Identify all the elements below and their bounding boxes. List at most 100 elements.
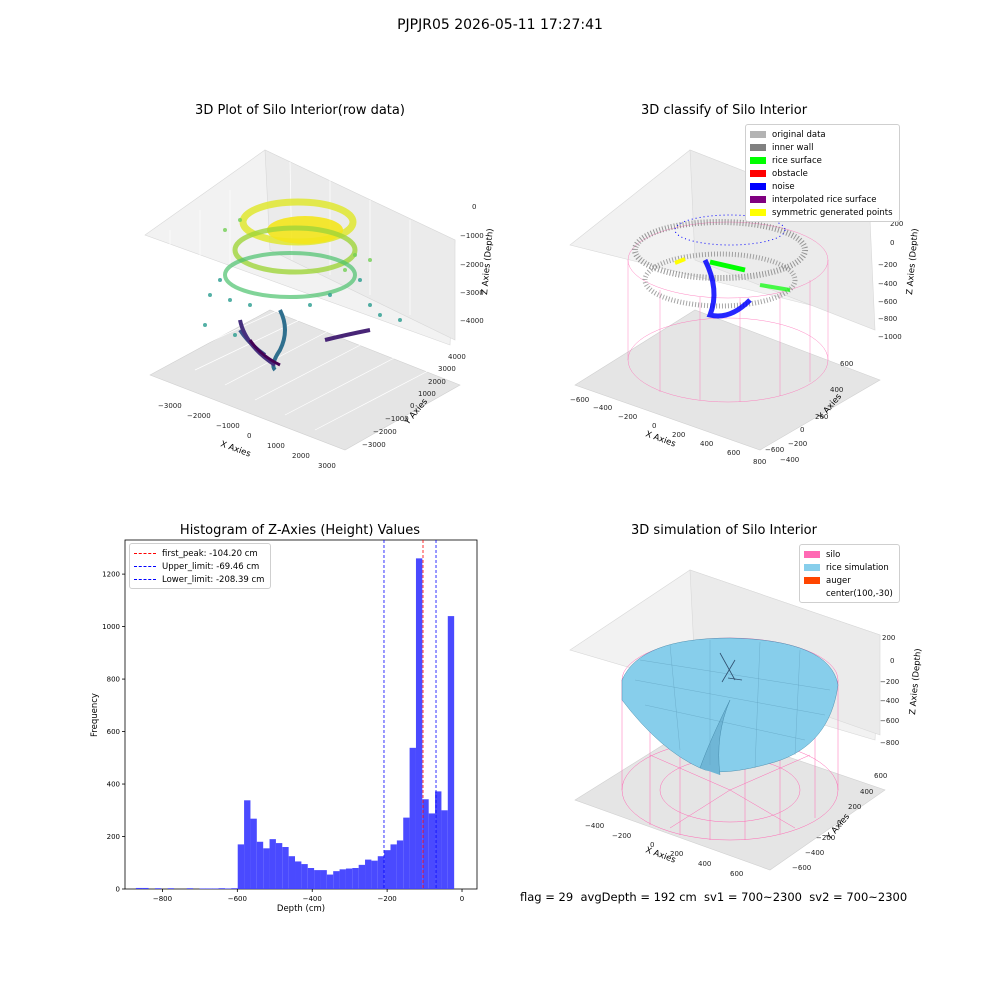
raw-data-points — [203, 198, 402, 372]
histogram-bar — [435, 791, 442, 889]
tick-label: −1000 — [878, 333, 902, 341]
tick-label: 200 — [848, 803, 861, 811]
histogram-bar — [428, 813, 436, 889]
tick-label: −1000 — [385, 415, 409, 423]
legend-swatch — [750, 209, 766, 216]
histogram-bar — [441, 810, 448, 889]
tick-label: 0 — [652, 422, 656, 430]
histogram-bar — [218, 888, 225, 889]
raw-x-ticks: −3000 −2000 −1000 0 1000 2000 3000 — [158, 402, 336, 470]
simulation-3d-plot[interactable]: −400 −200 0 200 400 600 X Axies 600 400 … — [560, 550, 930, 880]
y-tick-label: 0 — [116, 886, 120, 894]
histogram-bar — [339, 869, 346, 889]
tick-label: −2000 — [373, 428, 397, 436]
y-tick-label: 600 — [107, 728, 120, 736]
legend-swatch — [750, 196, 766, 203]
legend-swatch — [750, 131, 766, 138]
histogram-bars — [135, 558, 455, 889]
raw-plot-title: 3D Plot of Silo Interior(row data) — [195, 103, 405, 118]
tick-label: −400 — [585, 822, 604, 830]
legend-line — [134, 579, 156, 580]
tick-label: −200 — [788, 440, 807, 448]
histogram-bar — [403, 817, 410, 889]
tick-label: −200 — [618, 413, 637, 421]
legend-swatch — [750, 157, 766, 164]
histogram-bar — [314, 870, 321, 889]
tick-label: 1000 — [267, 442, 285, 450]
tick-label: −200 — [880, 678, 899, 686]
legend-entry: interpolated rice surface — [750, 193, 893, 206]
tick-label: 200 — [672, 431, 685, 439]
tick-label: 800 — [753, 458, 766, 466]
tick-label: −200 — [878, 261, 897, 269]
simulation-z-axis-label: Z Axies (Depth) — [908, 648, 924, 715]
histogram-bar — [307, 868, 315, 889]
x-tick-label: −200 — [378, 895, 397, 903]
histogram-bar — [288, 856, 296, 889]
y-axis-label: Frequency — [90, 693, 100, 737]
tick-label: −3000 — [158, 402, 182, 410]
legend-swatch — [804, 551, 820, 558]
histogram-bar — [282, 847, 289, 889]
histogram-legend: first_peak: -104.20 cm Upper_limit: -69.… — [129, 543, 272, 589]
tick-label: −800 — [880, 739, 899, 747]
histogram-bar — [244, 800, 251, 889]
histogram-bar — [345, 868, 353, 889]
tick-label: −600 — [792, 864, 811, 872]
tick-label: −400 — [880, 697, 899, 705]
histogram-chart[interactable]: −800 −600 −400 −200 0 020040060080010001200 … — [80, 535, 490, 920]
classify-plot-title: 3D classify of Silo Interior — [640, 103, 808, 118]
tick-label: −600 — [570, 396, 589, 404]
legend-entry: original data — [750, 128, 893, 141]
tick-label: 0 — [650, 841, 654, 849]
histogram-bar — [409, 747, 416, 889]
legend-swatch — [750, 170, 766, 177]
tick-label: 400 — [700, 440, 713, 448]
histogram-bar — [224, 888, 232, 889]
tick-label: 200 — [882, 634, 895, 642]
tick-label: 200 — [815, 413, 828, 421]
tick-label: −400 — [593, 404, 612, 412]
simulation-plot-title: 3D simulation of Silo Interior — [631, 523, 817, 538]
tick-label: 4000 — [448, 353, 466, 361]
simulation-x-axis-label: X Axies — [644, 845, 677, 865]
histogram-bar — [135, 887, 143, 889]
tick-label: −600 — [765, 446, 784, 454]
histogram-bar — [390, 844, 397, 889]
histogram-bar — [320, 870, 327, 889]
raw-3d-plot[interactable]: −3000 −2000 −1000 0 1000 2000 3000 X Axi… — [130, 130, 500, 470]
histogram-bar — [154, 888, 162, 889]
auger — [719, 652, 743, 683]
x-tick-label: −600 — [228, 895, 247, 903]
tick-label: 200 — [890, 220, 903, 228]
tick-label: 600 — [840, 360, 853, 368]
tick-label: 0 — [837, 819, 841, 827]
simulation-z-ticks: 200 0 −200 −400 −600 −800 — [880, 634, 899, 747]
histogram-bar — [352, 868, 359, 889]
tick-label: −4000 — [460, 317, 484, 325]
raw-x-axis-label: X Axies — [219, 439, 252, 459]
x-axis-label: Depth (cm) — [277, 904, 325, 914]
histogram-bar — [377, 856, 385, 889]
y-ticks: 0 200 400 600 800 1000 1200 — [102, 571, 125, 894]
tick-label: −400 — [878, 280, 897, 288]
tick-label: −400 — [805, 849, 824, 857]
status-footer: flag = 29 avgDepth = 192 cm sv1 = 700~23… — [520, 890, 908, 904]
tick-label: −3000 — [460, 289, 484, 297]
y-tick-label: 200 — [107, 833, 120, 841]
legend-entry: first_peak: -104.20 cm — [134, 547, 264, 560]
legend-entry: obstacle — [750, 167, 893, 180]
tick-label: −600 — [880, 717, 899, 725]
histogram-bar — [396, 840, 404, 889]
legend-swatch — [750, 183, 766, 190]
classify-z-axis-label: Z Axies (Depth) — [905, 228, 921, 295]
tick-label: 400 — [860, 788, 873, 796]
tick-label: 600 — [730, 870, 743, 878]
tick-label: −200 — [816, 834, 835, 842]
histogram-bar — [237, 844, 245, 889]
histogram-bar — [263, 848, 270, 889]
classify-legend: original data inner wall rice surface ob… — [745, 124, 900, 222]
simulation-y-ticks: 600 400 200 0 −200 −400 −600 — [792, 772, 887, 872]
tick-label: −200 — [612, 832, 631, 840]
legend-entry: silo — [804, 548, 893, 561]
